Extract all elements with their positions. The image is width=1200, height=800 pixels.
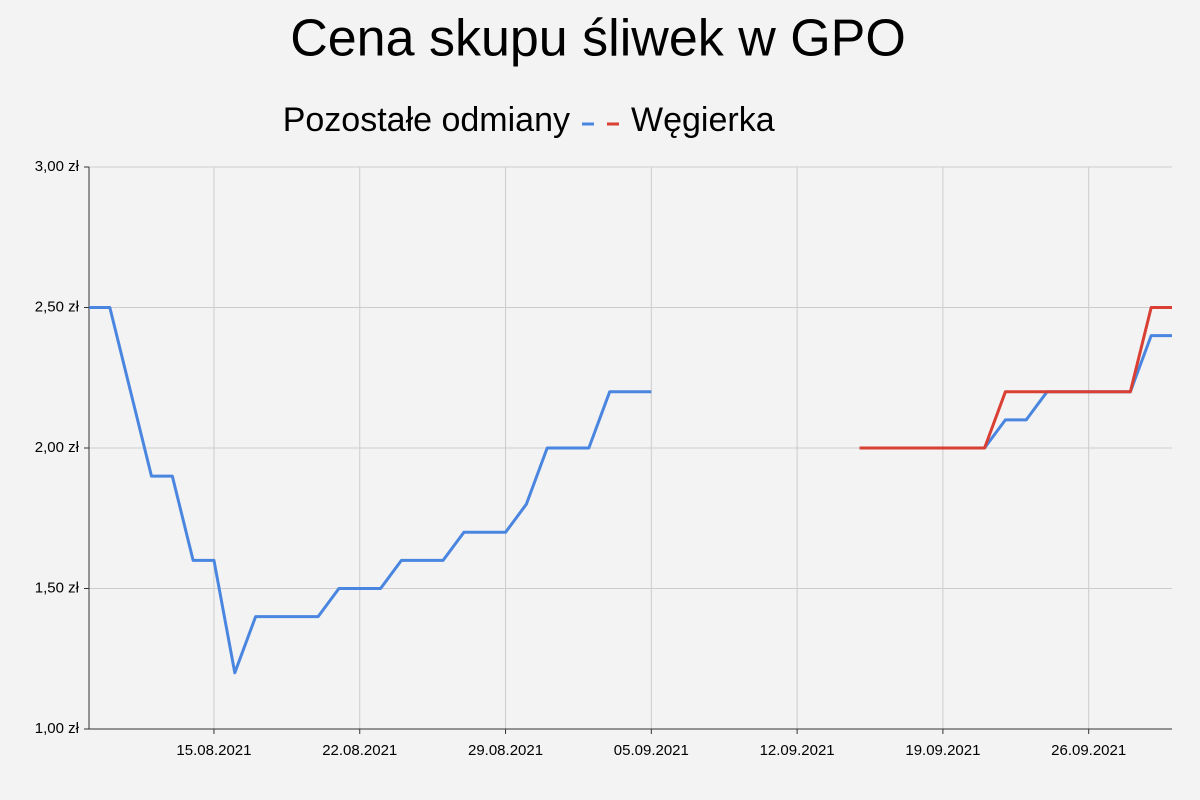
- x-tick-label: 29.08.2021: [468, 742, 543, 759]
- x-tick-label: 26.09.2021: [1051, 742, 1126, 759]
- x-tick-label: 15.08.2021: [176, 742, 251, 759]
- chart-title: Cena skupu śliwek w GPO: [290, 10, 906, 68]
- series-line: [859, 306, 1172, 450]
- legend-label: Węgierka: [631, 101, 775, 139]
- y-tick-label: 3,00 zł: [35, 158, 80, 175]
- y-tick-label: 2,00 zł: [35, 439, 80, 456]
- y-tick-label: 1,00 zł: [35, 720, 80, 737]
- x-tick-label: 19.09.2021: [905, 742, 980, 759]
- x-tick-label: 12.09.2021: [760, 742, 835, 759]
- x-tick-label: 05.09.2021: [614, 742, 689, 759]
- x-tick-label: 22.08.2021: [322, 742, 397, 759]
- y-tick-label: 2,50 zł: [35, 298, 80, 315]
- y-tick-label: 1,50 zł: [35, 579, 80, 596]
- legend-label: Pozostałe odmiany: [283, 101, 570, 139]
